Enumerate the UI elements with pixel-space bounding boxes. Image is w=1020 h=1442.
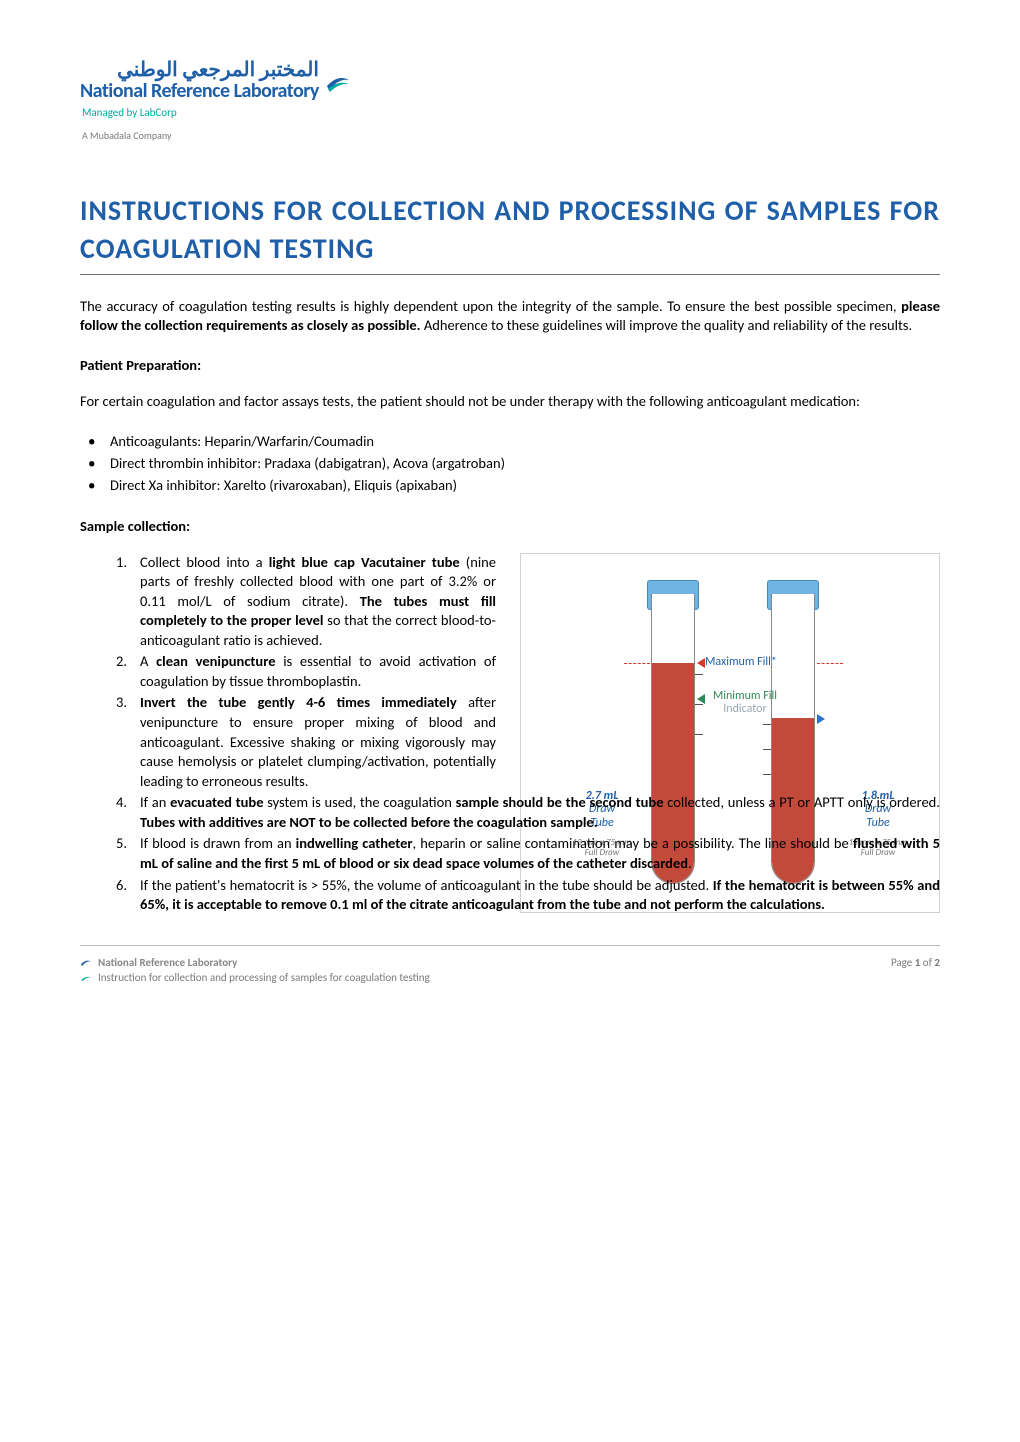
- logo-english-text: National Reference Laboratory: [80, 81, 319, 102]
- patient-prep-heading: Patient Preparation:: [80, 356, 940, 374]
- footer-subtitle: Instruction for collection and processin…: [98, 971, 430, 984]
- logo-arabic-text: المختبر المرجعي الوطني: [80, 60, 319, 81]
- numbered-item: Collect blood into a light blue cap Vacu…: [116, 553, 496, 651]
- bullet-item: Direct thrombin inhibitor: Pradaxa (dabi…: [84, 453, 940, 475]
- footer-text: National Reference Laboratory Instructio…: [98, 956, 430, 986]
- arrow-left-icon: [697, 658, 705, 668]
- intro-text-1: The accuracy of coagulation testing resu…: [80, 297, 901, 315]
- scale-tick: [695, 674, 703, 675]
- logo-text-stack: المختبر المرجعي الوطني National Referenc…: [80, 60, 319, 102]
- bold-phrase: clean venipuncture: [156, 652, 275, 670]
- numbered-item: If an evacuated tube system is used, the…: [116, 793, 940, 832]
- intro-text-2: Adherence to these guidelines will impro…: [421, 316, 913, 334]
- page-number: Page 1 of 2: [891, 956, 940, 969]
- numbered-item: Invert the tube gently 4-6 times immedia…: [116, 693, 496, 791]
- footer-swoosh-icon: [80, 956, 92, 968]
- scale-tick: [695, 704, 703, 705]
- footer-left: National Reference Laboratory Instructio…: [80, 956, 430, 986]
- bold-phrase: Tubes with additives are NOT to be colle…: [140, 813, 598, 831]
- bullet-item: Anticoagulants: Heparin/Warfarin/Coumadi…: [84, 431, 940, 453]
- logo-swoosh-icon: [325, 68, 351, 94]
- page-total: 2: [934, 956, 940, 969]
- bold-phrase: flushed with 5 mL of saline and the firs…: [140, 834, 940, 872]
- patient-prep-intro: For certain coagulation and factor assay…: [80, 392, 940, 412]
- footer-swoosh-icon: [80, 970, 92, 982]
- max-fill-label: Maximum Fill*: [705, 656, 777, 670]
- page-title: INSTRUCTIONS FOR COLLECTION AND PROCESSI…: [80, 192, 940, 268]
- arrow-left-icon: [697, 694, 705, 704]
- bold-phrase: sample should be the second tube: [456, 793, 664, 811]
- max-fill-dash-left: [624, 663, 650, 664]
- title-divider: [80, 274, 940, 275]
- intro-paragraph: The accuracy of coagulation testing resu…: [80, 297, 940, 336]
- page-prefix: Page: [891, 956, 915, 969]
- arrow-right-icon: [817, 714, 825, 724]
- logo-row: المختبر المرجعي الوطني National Referenc…: [80, 60, 940, 102]
- list-and-figure-wrap: Maximum Fill* Minimum Fill Indicator 2.7…: [80, 553, 940, 915]
- scale-tick: [763, 774, 771, 775]
- bold-phrase: light blue cap Vacutainer tube: [269, 553, 460, 571]
- min-fill-line2: Indicator: [723, 702, 766, 716]
- bold-phrase: evacuated tube: [170, 793, 263, 811]
- footer-icons: [80, 956, 92, 982]
- header-logo: المختبر المرجعي الوطني National Referenc…: [80, 60, 940, 142]
- numbered-item: A clean venipuncture is essential to avo…: [116, 652, 496, 691]
- scale-tick: [763, 749, 771, 750]
- min-fill-line1: Minimum Fill: [713, 689, 777, 703]
- max-fill-dash-right: [817, 663, 843, 664]
- bullet-item: Direct Xa inhibitor: Xarelto (rivaroxaba…: [84, 475, 940, 497]
- footer-divider: [80, 945, 940, 946]
- bold-phrase: If the hematocrit is between 55% and 65%…: [140, 876, 940, 914]
- page-of: of: [920, 956, 934, 969]
- scale-tick: [763, 724, 771, 725]
- sample-collection-heading: Sample collection:: [80, 517, 940, 535]
- min-fill-label: Minimum Fill Indicator: [705, 690, 785, 718]
- page-footer: National Reference Laboratory Instructio…: [80, 956, 940, 986]
- logo-company: A Mubadala Company: [82, 129, 940, 142]
- numbered-item: If blood is drawn from an indwelling cat…: [116, 834, 940, 873]
- bold-phrase: Invert the tube gently 4-6 times immedia…: [140, 693, 457, 711]
- logo-managed-by: Managed by LabCorp: [82, 106, 940, 119]
- numbered-item: If the patient's hematocrit is > 55%, th…: [116, 876, 940, 915]
- scale-tick: [695, 734, 703, 735]
- anticoagulant-list: Anticoagulants: Heparin/Warfarin/Coumadi…: [80, 431, 940, 496]
- footer-title: National Reference Laboratory: [98, 956, 237, 969]
- bold-phrase: indwelling catheter: [296, 834, 413, 852]
- bold-phrase: The tubes must fill completely to the pr…: [140, 592, 496, 630]
